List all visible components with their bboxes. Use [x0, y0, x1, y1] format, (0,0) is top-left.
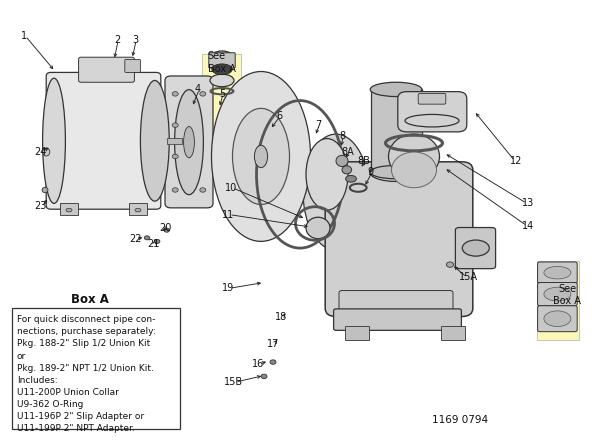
Bar: [167, 138, 182, 144]
Ellipse shape: [43, 78, 65, 203]
FancyBboxPatch shape: [165, 76, 213, 208]
Ellipse shape: [184, 127, 194, 158]
Ellipse shape: [172, 154, 178, 159]
Text: Box A: Box A: [71, 293, 109, 306]
Ellipse shape: [306, 139, 348, 210]
FancyBboxPatch shape: [345, 302, 444, 313]
Text: 4: 4: [195, 84, 201, 94]
Ellipse shape: [336, 156, 348, 167]
Ellipse shape: [270, 360, 276, 364]
Text: 8A: 8A: [341, 147, 355, 157]
Text: 23: 23: [35, 201, 47, 211]
FancyBboxPatch shape: [129, 203, 147, 215]
Text: 14: 14: [522, 221, 534, 231]
Text: 5: 5: [219, 89, 225, 99]
FancyBboxPatch shape: [537, 261, 579, 340]
Ellipse shape: [140, 80, 169, 201]
Text: 15A: 15A: [458, 272, 478, 282]
Text: 9: 9: [368, 167, 374, 177]
FancyBboxPatch shape: [538, 283, 577, 306]
Text: 2: 2: [114, 35, 120, 45]
Text: 19: 19: [222, 283, 234, 293]
Ellipse shape: [261, 374, 267, 379]
Text: 15B: 15B: [224, 377, 244, 387]
FancyBboxPatch shape: [202, 54, 241, 141]
Ellipse shape: [544, 287, 571, 301]
Ellipse shape: [172, 188, 178, 192]
Text: See
Box A: See Box A: [553, 284, 581, 306]
Ellipse shape: [346, 175, 356, 182]
FancyBboxPatch shape: [538, 262, 577, 283]
Ellipse shape: [212, 64, 232, 75]
Ellipse shape: [370, 165, 422, 179]
Ellipse shape: [233, 108, 290, 205]
FancyBboxPatch shape: [339, 291, 453, 320]
Ellipse shape: [303, 134, 369, 250]
Ellipse shape: [155, 240, 160, 243]
FancyBboxPatch shape: [79, 57, 134, 82]
Text: 7: 7: [315, 120, 321, 130]
Text: 21: 21: [147, 239, 159, 249]
Ellipse shape: [212, 72, 311, 241]
Ellipse shape: [404, 95, 461, 111]
Text: 20: 20: [159, 223, 171, 233]
Ellipse shape: [544, 311, 571, 326]
Text: 8B: 8B: [358, 156, 371, 166]
Text: 22: 22: [129, 234, 141, 244]
FancyBboxPatch shape: [345, 326, 369, 340]
Ellipse shape: [175, 89, 203, 194]
Ellipse shape: [342, 166, 352, 174]
Text: 10: 10: [225, 183, 237, 193]
Text: See
Box A: See Box A: [208, 51, 235, 74]
Ellipse shape: [370, 163, 422, 181]
Ellipse shape: [200, 188, 206, 192]
FancyBboxPatch shape: [46, 72, 161, 209]
Ellipse shape: [210, 74, 234, 87]
Text: 6: 6: [276, 111, 282, 121]
Ellipse shape: [66, 208, 72, 212]
Ellipse shape: [43, 148, 50, 156]
Text: 1: 1: [21, 31, 27, 41]
FancyBboxPatch shape: [418, 93, 446, 104]
Text: 13: 13: [522, 198, 534, 208]
FancyBboxPatch shape: [441, 326, 465, 340]
Text: For quick disconnect pipe con-
nections, purchase separately:
Pkg. 188-2" Slip 1: For quick disconnect pipe con- nections,…: [17, 315, 155, 434]
Text: 17: 17: [267, 339, 279, 349]
Ellipse shape: [164, 228, 170, 232]
FancyBboxPatch shape: [538, 306, 577, 332]
Ellipse shape: [254, 145, 268, 168]
Ellipse shape: [145, 236, 150, 240]
Text: 12: 12: [510, 156, 522, 166]
FancyBboxPatch shape: [60, 203, 78, 215]
Text: 8: 8: [339, 131, 345, 141]
FancyBboxPatch shape: [209, 53, 235, 68]
Ellipse shape: [544, 266, 571, 279]
Ellipse shape: [210, 51, 234, 65]
Ellipse shape: [370, 82, 422, 97]
Ellipse shape: [172, 92, 178, 96]
Ellipse shape: [389, 134, 439, 179]
Text: 16: 16: [252, 359, 264, 369]
Text: 3: 3: [132, 35, 138, 45]
FancyBboxPatch shape: [325, 162, 473, 316]
Ellipse shape: [135, 208, 141, 212]
Ellipse shape: [42, 187, 48, 193]
FancyBboxPatch shape: [455, 228, 496, 269]
Ellipse shape: [391, 152, 436, 188]
Ellipse shape: [446, 262, 454, 267]
Bar: [12, 308, 180, 429]
Ellipse shape: [306, 217, 330, 239]
Text: 18: 18: [275, 312, 287, 322]
Ellipse shape: [463, 240, 490, 256]
Text: 1169 0794: 1169 0794: [432, 415, 488, 425]
FancyBboxPatch shape: [398, 92, 467, 132]
FancyBboxPatch shape: [371, 89, 422, 172]
FancyBboxPatch shape: [334, 309, 461, 330]
Text: 11: 11: [222, 210, 234, 219]
Ellipse shape: [200, 92, 206, 96]
Text: 24: 24: [35, 147, 47, 157]
Ellipse shape: [172, 123, 178, 127]
FancyBboxPatch shape: [125, 59, 140, 72]
